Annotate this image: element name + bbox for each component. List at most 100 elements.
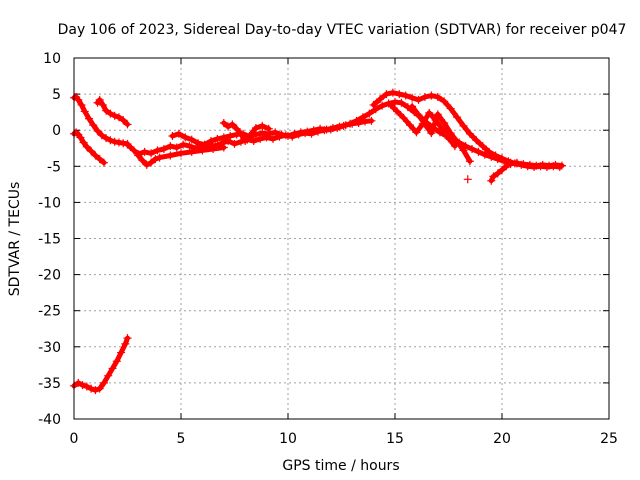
data-point — [209, 144, 218, 153]
data-point — [232, 124, 241, 133]
data-point — [194, 139, 203, 148]
data-point — [147, 158, 156, 167]
data-point — [213, 134, 222, 143]
data-point — [440, 97, 449, 106]
data-point — [106, 109, 115, 118]
data-point — [104, 371, 113, 380]
y-tick-label: 10 — [43, 51, 61, 67]
data-point — [459, 146, 468, 155]
data-point — [198, 146, 207, 155]
data-point — [82, 382, 91, 391]
data-point — [110, 137, 119, 146]
data-point — [322, 125, 331, 134]
data-point — [129, 146, 138, 155]
x-tick-label: 10 — [279, 431, 297, 447]
y-tick-label: 5 — [52, 87, 61, 103]
data-point — [517, 160, 526, 169]
data-point — [446, 104, 455, 113]
data-point — [284, 131, 292, 140]
data-point — [106, 136, 115, 145]
data-point — [498, 154, 506, 163]
data-point — [140, 147, 149, 156]
data-point — [155, 153, 164, 162]
data-point — [110, 111, 119, 120]
data-point — [316, 124, 325, 133]
data-point — [147, 149, 156, 158]
data-point — [487, 176, 496, 185]
data-point — [465, 129, 474, 138]
data-point — [245, 131, 254, 140]
data-point — [420, 92, 429, 101]
data-point — [78, 381, 87, 390]
data-point — [79, 138, 88, 147]
data-point — [493, 169, 502, 178]
data-point — [420, 120, 429, 129]
data-point — [382, 90, 391, 99]
plot-border — [73, 57, 610, 420]
data-point — [123, 140, 132, 149]
x-tick-label: 25 — [600, 431, 618, 447]
data-point — [123, 120, 132, 129]
data-point — [172, 143, 181, 152]
data-point — [303, 127, 312, 136]
data-point — [119, 116, 128, 125]
data-point — [376, 95, 385, 104]
data-point — [224, 122, 233, 131]
data-point — [102, 134, 111, 143]
data-point — [393, 107, 402, 116]
data-point — [530, 163, 539, 172]
data-point — [463, 175, 472, 184]
data-point — [151, 155, 160, 164]
data-point — [95, 95, 104, 104]
data-point — [555, 163, 564, 172]
data-point — [84, 114, 93, 123]
data-point — [335, 122, 344, 131]
data-point — [258, 121, 267, 130]
data-point — [87, 147, 96, 156]
data-point — [114, 113, 123, 122]
data-point — [168, 131, 177, 140]
data-point — [427, 91, 436, 100]
data-point — [226, 131, 235, 140]
data-point — [166, 142, 175, 151]
data-point — [523, 162, 532, 171]
data-point — [91, 386, 100, 395]
y-tick-label: 0 — [52, 123, 61, 139]
data-point — [478, 142, 487, 151]
data-point — [395, 90, 404, 99]
data-point — [95, 384, 104, 393]
data-point — [74, 95, 83, 104]
data-point — [82, 142, 91, 151]
data-point — [309, 126, 318, 135]
data-point — [453, 113, 462, 122]
data-point — [230, 139, 239, 148]
data-point — [187, 147, 196, 156]
data-point — [219, 143, 228, 152]
data-point — [108, 364, 117, 373]
data-point — [386, 100, 395, 109]
data-point — [159, 144, 168, 153]
data-point — [399, 113, 408, 122]
series-track-b — [70, 128, 108, 167]
series-track-j — [408, 102, 474, 166]
series-trace — [221, 120, 272, 144]
chart-title: Day 106 of 2023, Sidereal Day-to-day VTE… — [58, 22, 627, 38]
data-point — [427, 129, 436, 138]
data-point — [401, 91, 410, 100]
data-point — [153, 146, 162, 155]
data-point — [371, 105, 380, 114]
y-tick-label: -10 — [38, 195, 61, 211]
series-track-g — [219, 118, 273, 146]
data-point — [219, 133, 228, 142]
series-track-m — [70, 334, 132, 395]
data-point — [474, 147, 483, 156]
y-tick-label: -20 — [38, 268, 61, 284]
data-point — [102, 106, 111, 115]
data-point — [440, 118, 449, 127]
data-point — [328, 124, 337, 133]
data-point — [489, 172, 498, 181]
data-point — [290, 129, 299, 138]
data-point — [425, 108, 434, 117]
data-point — [361, 117, 370, 126]
data-point — [187, 135, 196, 144]
